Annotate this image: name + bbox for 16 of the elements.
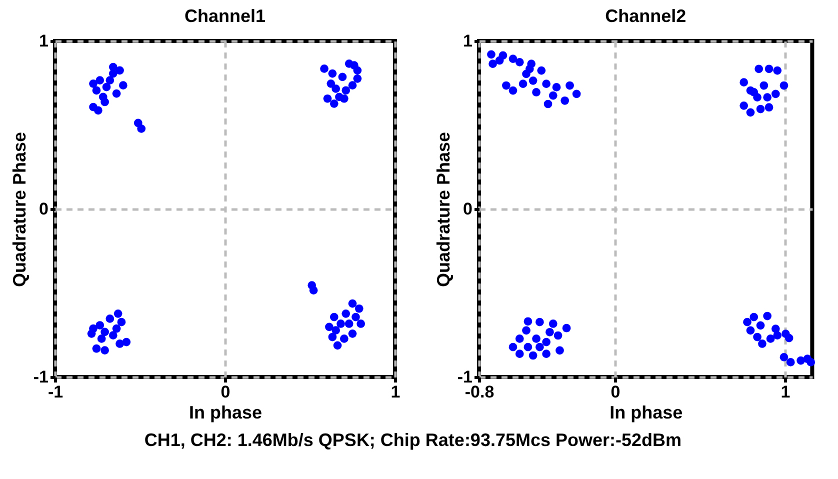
- x-tick-label: 0: [220, 382, 230, 402]
- y-axis-title: Quadrature Phase: [9, 132, 30, 288]
- y-tick-label: 0: [39, 200, 48, 218]
- x-tick-label: 1: [390, 382, 400, 402]
- text: CH1, CH2: 1.46Mb/s QPSK; Chip Rate:93.75Mcs Power:-52dBm: [144, 430, 682, 450]
- x-tick-label: 1: [780, 382, 790, 402]
- x-axis-title: In phase: [610, 402, 683, 422]
- chart-title: Channel2: [605, 6, 686, 26]
- chart-title: Channel1: [184, 6, 266, 26]
- y-axis-title: Quadrature Phase: [433, 132, 454, 288]
- y-tick-label: 1: [39, 32, 48, 50]
- y-tick-label: 1: [463, 32, 472, 50]
- y-tick-label: -1: [33, 368, 48, 386]
- x-axis-title: In phase: [188, 402, 262, 422]
- x-tick-label: 0: [610, 382, 620, 402]
- y-tick-label: 0: [463, 200, 472, 218]
